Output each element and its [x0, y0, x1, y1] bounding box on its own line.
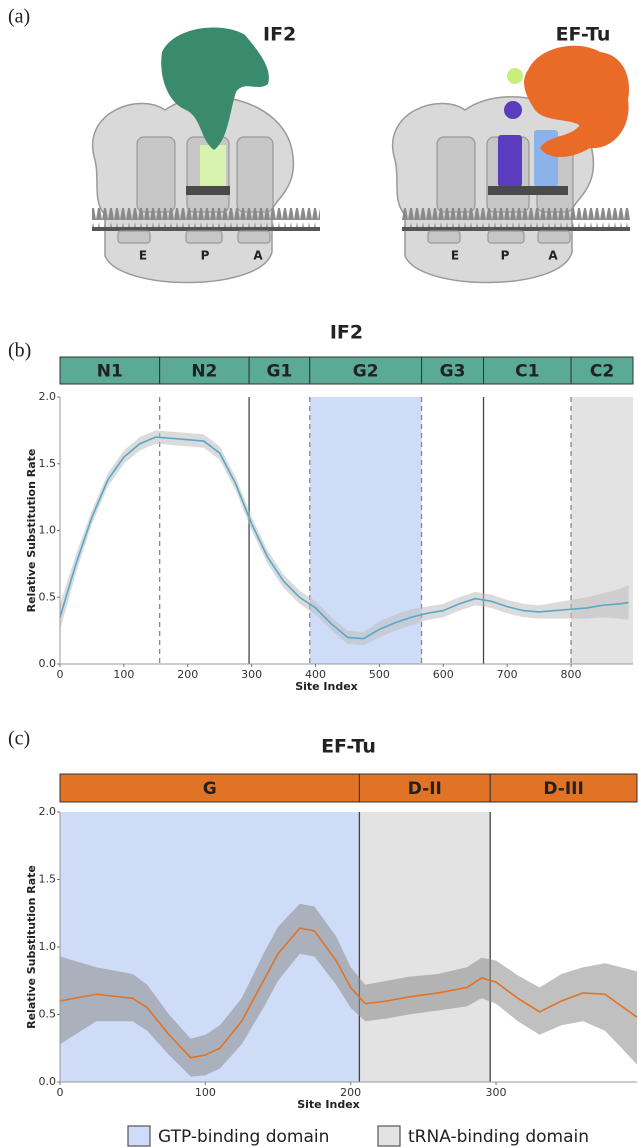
panel-title: EF-Tu [556, 24, 611, 46]
y-tick-label: 1.5 [39, 457, 57, 470]
chart-title: EF-Tu [321, 736, 376, 758]
domain-label: C2 [590, 362, 614, 382]
site-label: E [451, 249, 459, 263]
y-tick-label: 1.5 [39, 873, 57, 886]
site-label: E [139, 249, 147, 263]
y-tick-label: 2.0 [39, 805, 57, 818]
domain-region [571, 397, 633, 664]
domain-label: G [203, 779, 217, 799]
x-tick-label: 600 [433, 668, 454, 681]
x-tick-label: 0 [57, 1086, 64, 1099]
domain-label: D-III [543, 779, 583, 799]
y-tick-label: 1.0 [39, 940, 57, 953]
legend-label: tRNA-binding domain [408, 1127, 589, 1147]
x-axis-title: Site Index [295, 680, 358, 693]
domain-block [483, 356, 572, 385]
y-tick-label: 0.0 [39, 657, 57, 670]
x-tick-label: 0 [57, 668, 64, 681]
x-tick-label: 200 [177, 668, 198, 681]
domain-block [159, 356, 250, 385]
domain-block [358, 773, 491, 803]
domain-label: N2 [191, 362, 217, 382]
domain-block [59, 773, 360, 803]
site-label: A [253, 249, 263, 263]
y-tick-label: 0.5 [39, 1008, 57, 1021]
rate-line [59, 927, 638, 1059]
panel-title: IF2 [263, 24, 296, 46]
x-tick-label: 100 [195, 1086, 216, 1099]
x-tick-label: 700 [497, 668, 518, 681]
site-label: A [548, 249, 558, 263]
ribosome-if2: IF2 E P A [92, 24, 320, 284]
y-tick-label: 0.0 [39, 1075, 57, 1088]
site-label: P [201, 249, 210, 263]
y-tick-label: 1.0 [39, 524, 57, 537]
domain-label: C1 [515, 362, 539, 382]
legend-swatch [127, 1125, 151, 1147]
x-axis-title: Site Index [297, 1098, 360, 1111]
x-tick-label: 300 [241, 668, 262, 681]
site-label: P [501, 249, 510, 263]
panel-label: (a) [8, 6, 30, 28]
domain-label: N1 [97, 362, 123, 382]
domain-region [359, 812, 491, 1082]
confidence-band [60, 903, 637, 1077]
panel-label: (c) [8, 728, 30, 750]
legend-label: GTP-binding domain [158, 1127, 329, 1147]
domain-block [570, 356, 634, 385]
domain-block [59, 356, 161, 385]
domain-block [248, 356, 311, 385]
ribosome-eftu: EF-Tu E P A [392, 24, 630, 284]
domain-block [489, 773, 638, 803]
y-tick-label: 2.0 [39, 390, 57, 403]
panel-label: (b) [8, 340, 31, 362]
y-tick-label: 0.5 [39, 590, 57, 603]
domain-label: G1 [267, 362, 293, 382]
x-tick-label: 300 [486, 1086, 507, 1099]
chart-title: IF2 [330, 322, 363, 344]
rate-line [59, 436, 629, 640]
domain-label: G2 [353, 362, 379, 382]
x-tick-label: 400 [305, 668, 326, 681]
legend-swatch [377, 1125, 401, 1147]
y-axis-title: Relative Substitution Rate [25, 865, 38, 1029]
x-tick-label: 500 [369, 668, 390, 681]
x-tick-label: 100 [113, 668, 134, 681]
domain-block [421, 356, 485, 385]
domain-label: G3 [440, 362, 466, 382]
y-axis-title: Relative Substitution Rate [25, 449, 38, 613]
x-tick-label: 800 [561, 668, 582, 681]
domain-block [309, 356, 423, 385]
x-tick-label: 200 [340, 1086, 361, 1099]
domain-label: D-II [408, 779, 442, 799]
